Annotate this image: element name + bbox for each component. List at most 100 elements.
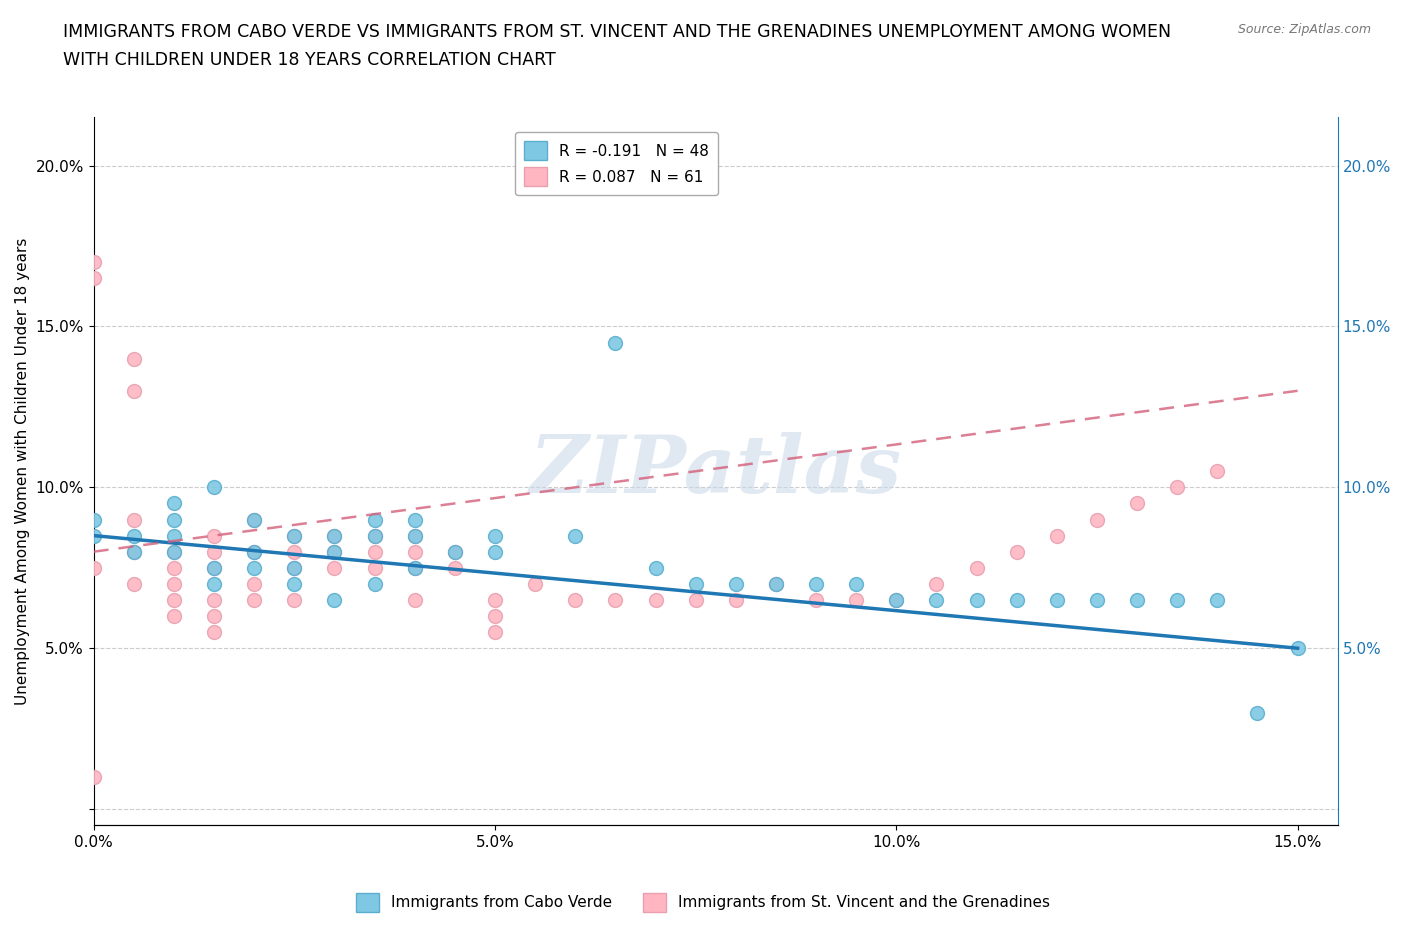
Point <box>323 544 346 559</box>
Point <box>1046 528 1069 543</box>
Point <box>323 528 346 543</box>
Point <box>685 577 707 591</box>
Point <box>966 592 988 607</box>
Point <box>363 544 385 559</box>
Point <box>163 544 186 559</box>
Point <box>163 528 186 543</box>
Point <box>202 544 225 559</box>
Point <box>202 528 225 543</box>
Point <box>243 512 266 527</box>
Point <box>845 577 868 591</box>
Point <box>83 561 105 576</box>
Point <box>925 577 948 591</box>
Point <box>1005 544 1028 559</box>
Point <box>1085 512 1108 527</box>
Point <box>243 512 266 527</box>
Point <box>163 608 186 623</box>
Point <box>283 561 305 576</box>
Point <box>1126 496 1149 511</box>
Point <box>484 625 506 640</box>
Point <box>243 561 266 576</box>
Point <box>283 528 305 543</box>
Legend: R = -0.191   N = 48, R = 0.087   N = 61: R = -0.191 N = 48, R = 0.087 N = 61 <box>515 132 718 195</box>
Point <box>163 512 186 527</box>
Point <box>484 528 506 543</box>
Point <box>724 592 747 607</box>
Point <box>163 592 186 607</box>
Point <box>404 512 426 527</box>
Point <box>83 255 105 270</box>
Point <box>966 561 988 576</box>
Point <box>283 561 305 576</box>
Point <box>122 577 145 591</box>
Point <box>83 528 105 543</box>
Point <box>323 528 346 543</box>
Point <box>884 592 907 607</box>
Point <box>404 561 426 576</box>
Point <box>363 528 385 543</box>
Y-axis label: Unemployment Among Women with Children Under 18 years: Unemployment Among Women with Children U… <box>15 237 30 705</box>
Point <box>404 528 426 543</box>
Point <box>564 528 586 543</box>
Point <box>1286 641 1309 656</box>
Point <box>884 592 907 607</box>
Point <box>685 592 707 607</box>
Point <box>122 544 145 559</box>
Point <box>163 544 186 559</box>
Point <box>1206 592 1229 607</box>
Point <box>163 496 186 511</box>
Point <box>163 577 186 591</box>
Point <box>202 577 225 591</box>
Point <box>724 577 747 591</box>
Point <box>404 592 426 607</box>
Point <box>444 561 467 576</box>
Point <box>1206 464 1229 479</box>
Point <box>122 544 145 559</box>
Point <box>1126 592 1149 607</box>
Point <box>283 528 305 543</box>
Point <box>605 335 627 350</box>
Point <box>243 544 266 559</box>
Point <box>83 271 105 286</box>
Point <box>83 769 105 784</box>
Text: WITH CHILDREN UNDER 18 YEARS CORRELATION CHART: WITH CHILDREN UNDER 18 YEARS CORRELATION… <box>63 51 555 69</box>
Point <box>202 480 225 495</box>
Point <box>202 561 225 576</box>
Point <box>644 561 666 576</box>
Point <box>283 592 305 607</box>
Point <box>122 352 145 366</box>
Text: ZIPatlas: ZIPatlas <box>530 432 901 510</box>
Point <box>122 512 145 527</box>
Point <box>1166 480 1188 495</box>
Point <box>363 512 385 527</box>
Point <box>1005 592 1028 607</box>
Point <box>564 592 586 607</box>
Point <box>363 577 385 591</box>
Point <box>283 577 305 591</box>
Point <box>363 528 385 543</box>
Point <box>765 577 787 591</box>
Point <box>765 577 787 591</box>
Point <box>404 544 426 559</box>
Point <box>283 544 305 559</box>
Point <box>484 592 506 607</box>
Point <box>404 528 426 543</box>
Point <box>202 592 225 607</box>
Point <box>323 561 346 576</box>
Point <box>243 577 266 591</box>
Point <box>163 561 186 576</box>
Point <box>845 592 868 607</box>
Point <box>804 592 827 607</box>
Point <box>1046 592 1069 607</box>
Point <box>83 512 105 527</box>
Point <box>243 544 266 559</box>
Point <box>323 592 346 607</box>
Point <box>202 625 225 640</box>
Point <box>1246 705 1268 720</box>
Point <box>363 561 385 576</box>
Point <box>122 383 145 398</box>
Point <box>404 561 426 576</box>
Text: Source: ZipAtlas.com: Source: ZipAtlas.com <box>1237 23 1371 36</box>
Point <box>202 561 225 576</box>
Text: IMMIGRANTS FROM CABO VERDE VS IMMIGRANTS FROM ST. VINCENT AND THE GRENADINES UNE: IMMIGRANTS FROM CABO VERDE VS IMMIGRANTS… <box>63 23 1171 41</box>
